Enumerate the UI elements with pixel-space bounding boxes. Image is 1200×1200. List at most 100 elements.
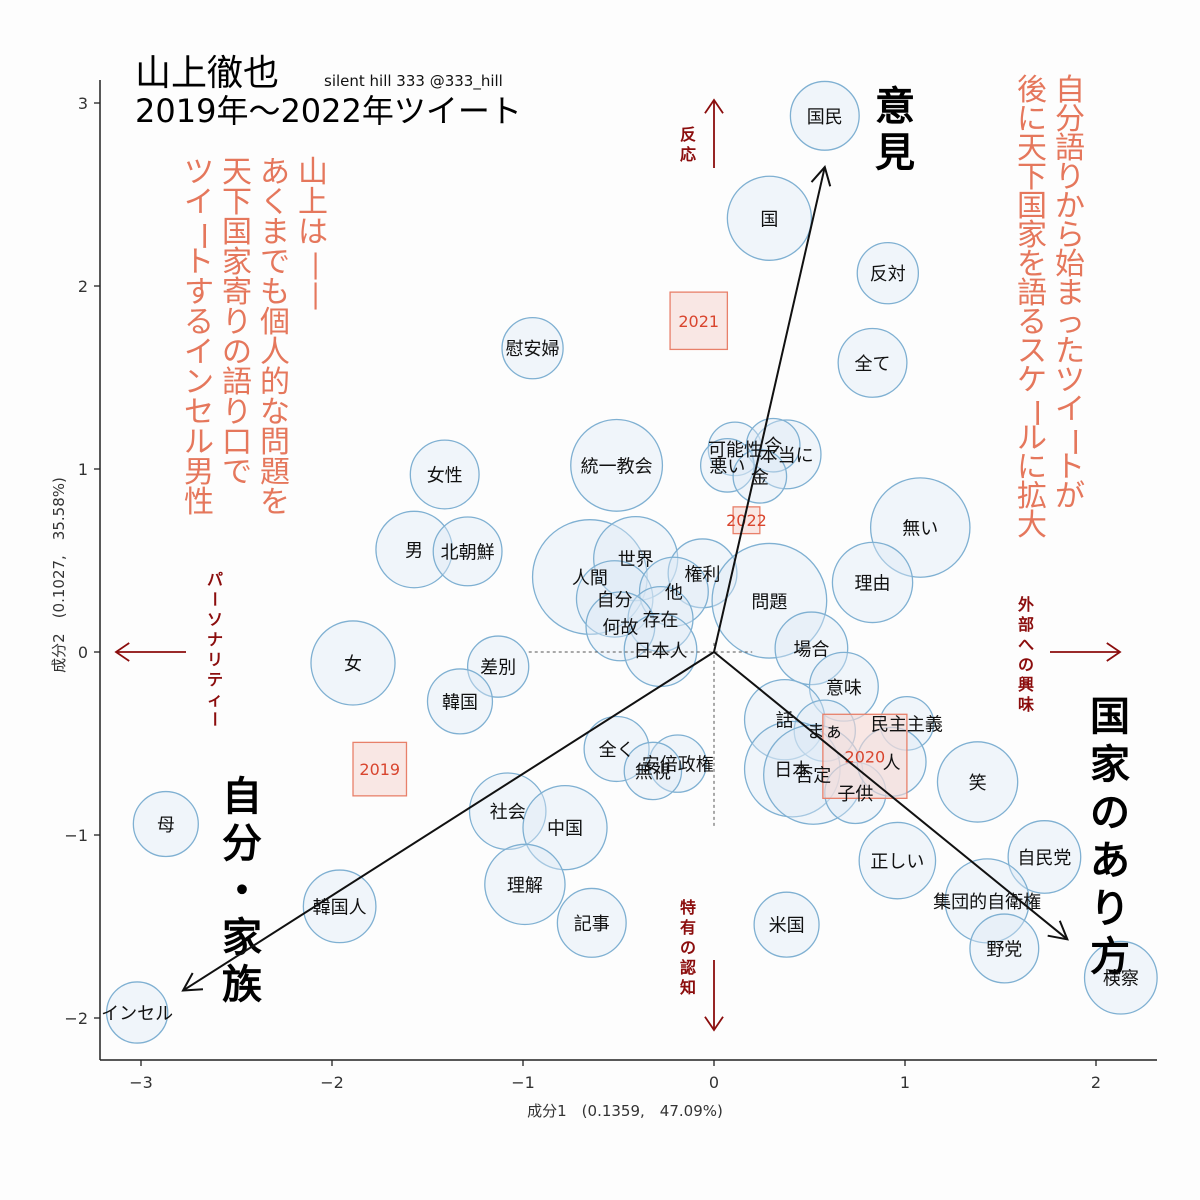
word-label: 米国 <box>769 916 805 937</box>
anno-right-col-char: 国 <box>1017 189 1047 224</box>
y-axis-title: 成分2 (0.1027, 35.58%) <box>50 477 68 673</box>
anno-left-col-char: く <box>260 185 290 220</box>
word-bubble <box>575 560 654 638</box>
label-nation-char: あ <box>1090 838 1130 884</box>
anno-left-col-char: を <box>260 485 290 520</box>
word-label: 日本 <box>774 760 810 781</box>
label-external-interest-char: 興 <box>1018 675 1034 694</box>
anno-left-col-char: 口 <box>222 425 252 460</box>
label-self-family-char: ・ <box>222 868 262 914</box>
word-label: 国 <box>760 209 778 230</box>
word-label: 権利 <box>685 564 721 585</box>
label-personality-char: リ <box>207 650 223 669</box>
word-label: 女性 <box>427 465 463 486</box>
label-personality-char: ナ <box>207 630 223 649</box>
bubbles-layer <box>105 80 1158 1044</box>
word-bubble <box>627 585 694 653</box>
anno-right-col-char: を <box>1017 247 1047 282</box>
anno-left-col-char: ト <box>184 245 214 280</box>
label-self-family-char: 族 <box>222 962 262 1008</box>
chart-subtitle: 2019年〜2022年ツイート <box>135 92 522 130</box>
anno-left-col-char: も <box>260 275 290 310</box>
word-bubble <box>969 913 1040 984</box>
word-bubble <box>501 317 564 380</box>
loading-vector <box>182 651 715 992</box>
word-bubble <box>837 327 908 398</box>
word-bubble <box>432 516 503 587</box>
word-label: 安倍政権 <box>642 755 714 776</box>
anno-left-col-char: イ <box>184 185 214 220</box>
year-marker-box <box>669 291 729 351</box>
word-bubble <box>132 790 199 858</box>
arrow-reaction-head <box>704 98 724 114</box>
label-self-family-char: 分 <box>222 821 262 867</box>
word-bubble <box>936 741 1019 823</box>
anno-left-col-char: ル <box>184 425 214 460</box>
word-label: 理由 <box>855 573 891 594</box>
label-nation-char: 方 <box>1090 934 1130 980</box>
anno-left-col-char: 天 <box>222 155 252 190</box>
label-self-family: 自分・家族 <box>222 774 262 1008</box>
anno-right-col-char: っ <box>1055 305 1085 340</box>
word-bubble <box>426 668 494 735</box>
word-label: 話 <box>776 711 794 732</box>
word-label: 何故 <box>602 617 638 638</box>
loading-vector-head <box>181 972 204 992</box>
anno-right-col-char: 始 <box>1055 247 1085 282</box>
word-label: 正しい <box>870 852 924 873</box>
word-label: 否定 <box>795 766 831 787</box>
word-bubble <box>711 542 828 659</box>
anno-left-col-char: 性 <box>184 485 214 520</box>
anno-left-col-char: 山 <box>298 155 328 190</box>
label-personality-char: ィ <box>207 690 223 709</box>
label-specific-cognition-char: 特 <box>680 898 696 917</box>
label-specific-cognition-char: の <box>680 938 696 957</box>
anno-right-col-char: ー <box>1056 427 1091 457</box>
word-label: 母 <box>157 815 175 836</box>
word-bubble <box>375 510 453 589</box>
anno-left-col-char: あ <box>260 155 290 190</box>
anno-right-col-char: 家 <box>1017 218 1047 253</box>
word-bubble <box>745 417 801 473</box>
word-bubble <box>468 772 547 851</box>
word-bubble <box>1083 940 1158 1015</box>
word-bubble <box>869 477 971 578</box>
word-bubble <box>409 439 480 510</box>
label-opinion-1: 意 <box>875 84 915 130</box>
label-opinion: 意 見 <box>875 84 915 176</box>
word-label: 北朝鮮 <box>441 542 495 563</box>
anno-left-col-char: な <box>260 395 290 430</box>
label-personality-char: ソ <box>207 610 223 629</box>
word-label: 全く <box>599 740 635 761</box>
anno-left-col-char: ま <box>260 215 290 250</box>
word-label: 民主主義 <box>871 714 943 735</box>
word-bubble <box>585 591 656 662</box>
anno-left-col-char: — <box>299 281 334 311</box>
loading-vector-head <box>810 165 832 187</box>
word-label: 反対 <box>870 264 906 285</box>
anno-left-col: 山上は—— <box>298 155 334 311</box>
loading-vector <box>713 651 1068 941</box>
anno-right-col-char: ー <box>1018 398 1053 428</box>
word-label: 笑 <box>969 773 987 794</box>
anno-right-col-char: ま <box>1055 276 1085 311</box>
year-marker-label: 2020 <box>845 747 886 766</box>
word-bubble <box>774 611 849 686</box>
anno-right-col-char: ト <box>1055 450 1085 485</box>
word-bubble <box>1007 820 1082 894</box>
word-label: まぁ <box>807 722 843 743</box>
y-tick-label: 2 <box>78 277 88 296</box>
word-label: 本当に <box>760 445 814 466</box>
anno-left-col-char: 下 <box>222 185 252 220</box>
label-reaction: 反応 <box>680 125 696 164</box>
arrow-personality-head <box>114 642 130 662</box>
y-tick-label: 1 <box>78 460 88 479</box>
word-bubble <box>648 734 708 793</box>
guide-layer: 反応特有の認知パーソナリティー外部への興味山上は——あくまでも個人的な問題を天下… <box>114 73 1130 1032</box>
anno-right-col-char: ツ <box>1055 363 1085 398</box>
year-marker-label: 2019 <box>359 760 400 779</box>
anno-left-col-char: り <box>222 305 252 340</box>
label-external-interest-char: の <box>1018 655 1034 674</box>
